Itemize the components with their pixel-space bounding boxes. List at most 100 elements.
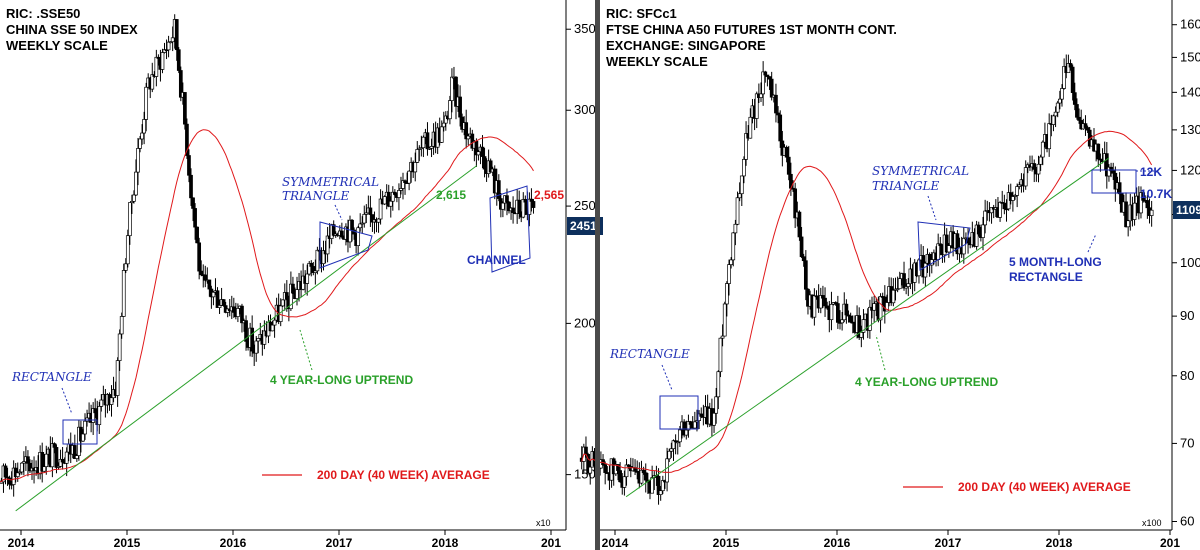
triangle-label-line-1: SYMMETRICAL — [282, 175, 379, 189]
candle-body — [28, 462, 32, 472]
candle-body — [1047, 123, 1052, 150]
candle-body — [622, 476, 627, 488]
y-tick-label: 300 — [574, 102, 596, 117]
triangle-label-line-2: TRIANGLE — [282, 189, 350, 203]
chart-header-line: WEEKLY SCALE — [606, 54, 708, 69]
candle-body — [368, 207, 373, 215]
y-tick-label: 130 — [1180, 122, 1200, 137]
triangle-pointer — [334, 204, 343, 221]
candle-body — [311, 266, 316, 273]
candle-body — [1083, 123, 1088, 128]
candle-body — [744, 133, 748, 160]
chart-header-line: FTSE CHINA A50 FUTURES 1ST MONTH CONT. — [606, 22, 897, 37]
candle-body — [1107, 166, 1111, 177]
candle-body — [1060, 88, 1064, 100]
candle-body — [325, 235, 330, 255]
candle-body — [166, 41, 171, 51]
candle-body — [427, 147, 432, 150]
candle-body — [378, 198, 383, 220]
candle-body — [774, 94, 778, 114]
candlestick-series — [0, 14, 536, 497]
candle-body — [521, 199, 526, 218]
level-10-7k-label: 10.7K — [1140, 187, 1172, 201]
candle-body — [256, 338, 261, 342]
candle-body — [176, 49, 181, 71]
candle-body — [197, 242, 202, 272]
candle-body — [821, 295, 825, 299]
chart-header-line: WEEKLY SCALE — [6, 38, 108, 53]
y-tick-label: 140 — [1180, 84, 1200, 99]
candle-body — [125, 235, 130, 265]
triangle-label-line-1: SYMMETRICAL — [872, 164, 969, 178]
uptrend-label: 4 YEAR-LONG UPTREND — [270, 373, 413, 387]
candle-body — [295, 289, 299, 299]
x-tick-label: 2014 — [8, 536, 35, 550]
candle-body — [603, 464, 608, 473]
candle-body — [844, 303, 849, 316]
legend-label: 200 DAY (40 WEEK) AVERAGE — [317, 468, 490, 482]
candle-body — [840, 319, 844, 324]
candle-body — [130, 200, 134, 204]
level-label-green: 2,615 — [436, 188, 466, 202]
candle-body — [784, 146, 789, 158]
candle-body — [626, 464, 631, 467]
candle-body — [315, 249, 320, 272]
candle-body — [778, 114, 783, 142]
right-chart-panel: 60708090100110120130140150160x1002014201… — [579, 0, 1200, 550]
candle-body — [262, 330, 267, 345]
candle-body — [93, 408, 98, 414]
candle-body — [313, 270, 318, 273]
candle-body — [121, 270, 126, 317]
candle-body — [421, 136, 426, 149]
candle-body — [19, 462, 24, 473]
candle-body — [692, 421, 697, 429]
candle-body — [902, 273, 906, 289]
candle-body — [511, 207, 515, 213]
candle-body — [584, 446, 588, 455]
candle-body — [56, 465, 61, 468]
y-tick-label: 350 — [574, 21, 596, 36]
candle-body — [178, 70, 183, 98]
candle-body — [998, 202, 1002, 218]
candle-body — [3, 465, 8, 478]
chart-header-line: RIC: SFCc1 — [606, 6, 677, 21]
candle-body — [331, 224, 336, 236]
candle-body — [923, 262, 928, 278]
x-tick-label: 2015 — [114, 536, 141, 550]
candle-body — [650, 477, 654, 494]
candle-body — [7, 477, 12, 485]
candle-body — [936, 243, 941, 260]
candle-body — [44, 453, 49, 468]
candle-body — [195, 226, 199, 244]
candle-body — [1051, 115, 1056, 125]
candle-body — [390, 191, 395, 202]
candle-body — [370, 214, 375, 223]
candle-body — [399, 188, 403, 191]
candle-body — [505, 195, 509, 203]
candle-body — [712, 412, 716, 426]
candle-body — [729, 259, 733, 265]
candle-body — [801, 256, 806, 262]
candle-body — [254, 340, 259, 354]
candle-body — [507, 201, 511, 212]
candle-body — [669, 448, 674, 452]
y-tick-label: 120 — [1180, 162, 1200, 177]
candle-body — [1117, 182, 1122, 195]
candle-body — [786, 156, 791, 175]
y-tick-label: 100 — [1180, 255, 1200, 270]
candle-body — [754, 93, 759, 119]
candle-body — [403, 180, 407, 183]
rectangle-pattern-label: RECTANGLE — [609, 347, 690, 361]
candle-body — [947, 245, 951, 253]
candle-body — [1004, 208, 1009, 211]
candle-body — [1062, 65, 1066, 89]
candle-body — [759, 93, 763, 98]
candle-body — [170, 37, 175, 43]
y-tick-label: 90 — [1180, 308, 1194, 323]
y-tick-label: 160 — [1180, 17, 1200, 32]
candle-body — [138, 138, 142, 149]
candle-body — [878, 296, 883, 321]
uptrend-pointer — [875, 334, 886, 371]
candle-body — [1072, 92, 1077, 105]
